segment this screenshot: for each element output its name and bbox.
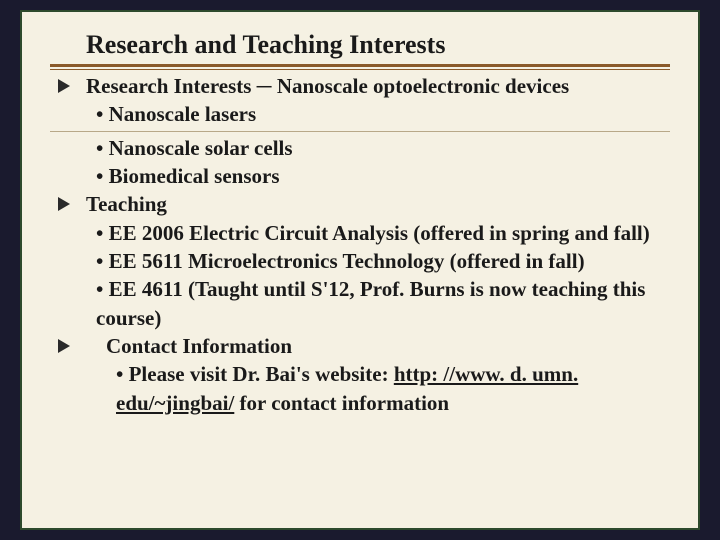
sub-divider — [50, 131, 670, 132]
list-item: • Nanoscale lasers — [86, 100, 670, 128]
list-item: • EE 2006 Electric Circuit Analysis (off… — [86, 219, 670, 247]
section-heading: Teaching — [86, 190, 670, 218]
title-divider — [50, 64, 670, 70]
section-heading: Contact Information — [106, 332, 670, 360]
section-teaching: Teaching • EE 2006 Electric Circuit Anal… — [86, 190, 670, 332]
section-heading: Research Interests ─ Nanoscale optoelect… — [86, 72, 670, 100]
list-item: • Nanoscale solar cells — [86, 134, 670, 162]
item-text: EE 4611 (Taught until S'12, Prof. Burns … — [96, 277, 645, 329]
slide-title: Research and Teaching Interests — [86, 30, 670, 60]
item-text: Nanoscale lasers — [109, 102, 257, 126]
contact-item: • Please visit Dr. Bai's website: http: … — [106, 360, 670, 417]
section-contact: Contact Information • Please visit Dr. B… — [86, 332, 670, 417]
item-text: Nanoscale solar cells — [109, 136, 293, 160]
arrow-icon — [58, 79, 70, 93]
list-item: • Biomedical sensors — [86, 162, 670, 190]
section-research: Research Interests ─ Nanoscale optoelect… — [86, 72, 670, 190]
list-item: • EE 5611 Microelectronics Technology (o… — [86, 247, 670, 275]
slide-container: Research and Teaching Interests Research… — [20, 10, 700, 530]
arrow-icon — [58, 197, 70, 211]
list-item: • EE 4611 (Taught until S'12, Prof. Burn… — [86, 275, 670, 332]
contact-text-after: for contact information — [234, 391, 449, 415]
item-text: EE 2006 Electric Circuit Analysis (offer… — [109, 221, 650, 245]
item-text: EE 5611 Microelectronics Technology (off… — [109, 249, 585, 273]
contact-text-before: Please visit Dr. Bai's website: — [129, 362, 394, 386]
slide-content: Research Interests ─ Nanoscale optoelect… — [50, 72, 670, 417]
item-text: Biomedical sensors — [109, 164, 280, 188]
arrow-icon — [58, 339, 70, 353]
